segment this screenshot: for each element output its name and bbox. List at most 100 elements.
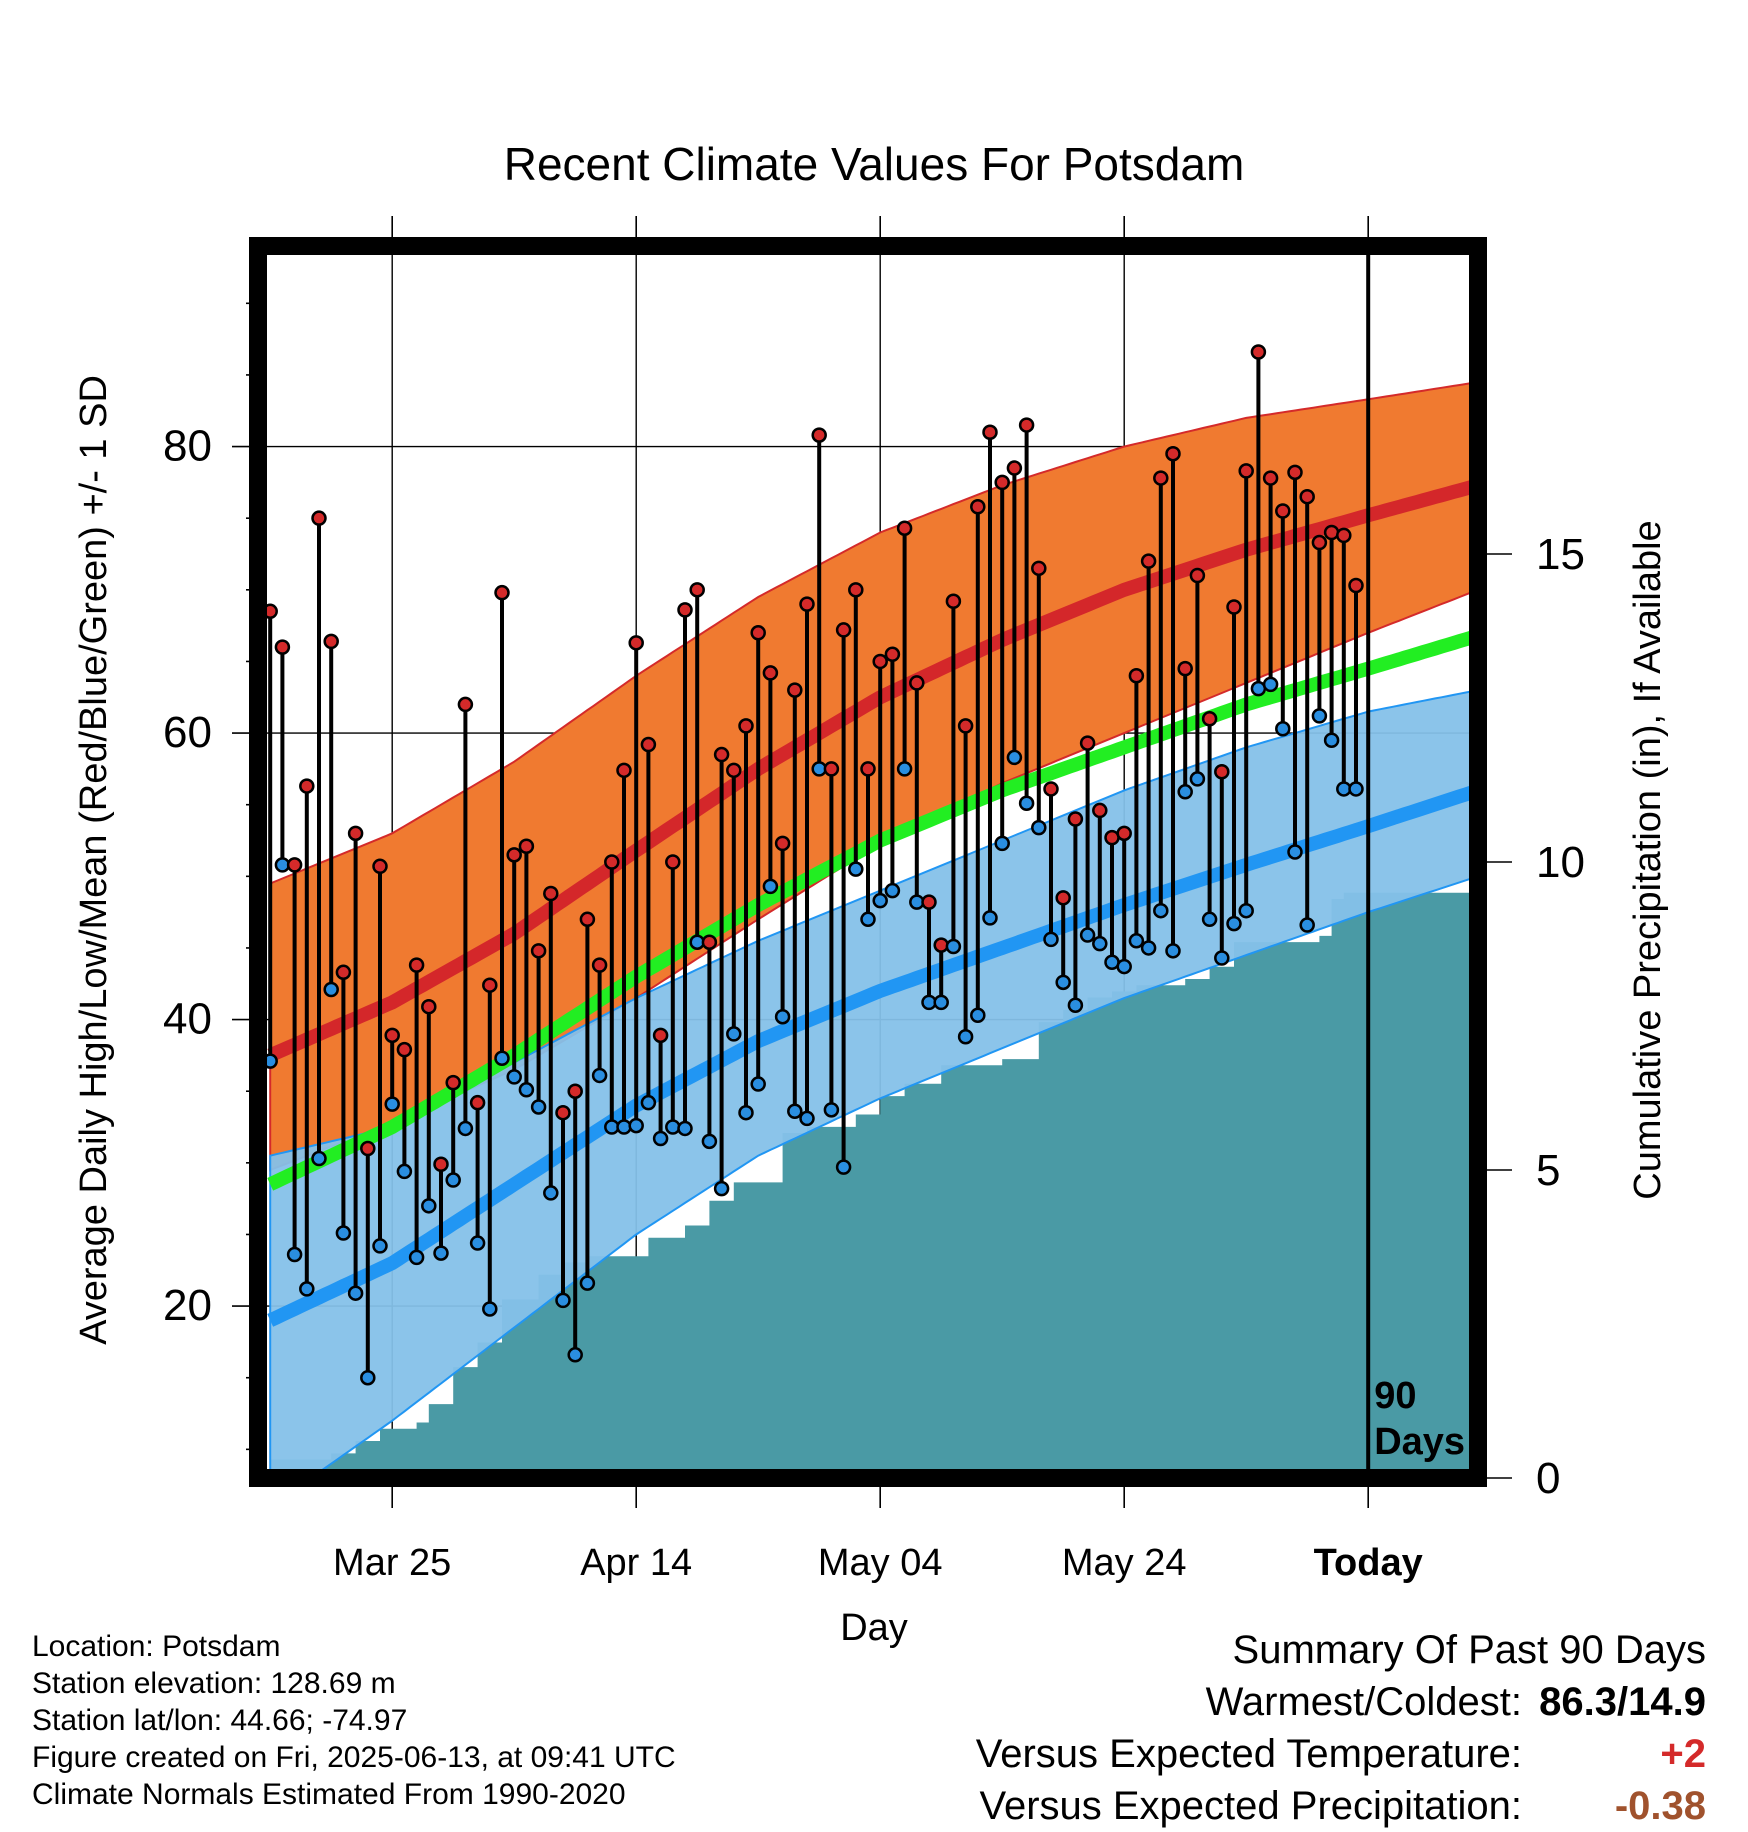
high-point: [1250, 344, 1267, 360]
today-days-label: Days: [1374, 1421, 1465, 1463]
low-point: [1079, 927, 1096, 943]
low-point: [1153, 902, 1169, 919]
high-point: [738, 718, 754, 734]
low-point: [372, 1238, 388, 1254]
low-point: [750, 1076, 766, 1092]
high-point: [1018, 417, 1035, 433]
high-point: [518, 838, 535, 854]
low-point: [738, 1104, 754, 1121]
high-point: [1287, 464, 1303, 481]
high-point: [909, 675, 925, 691]
low-point: [1006, 749, 1023, 766]
low-point: [787, 1103, 803, 1120]
low-point: [701, 1133, 718, 1150]
low-point: [360, 1369, 376, 1386]
summary-heading: Summary Of Past 90 Days: [1232, 1628, 1706, 1672]
high-point: [933, 937, 949, 953]
high-point: [726, 762, 742, 779]
low-point: [543, 1185, 559, 1201]
normals-text: Climate Normals Estimated From 1990-2020: [32, 1778, 626, 1811]
normal-low-line: [267, 783, 1478, 1327]
high-point: [1336, 527, 1352, 544]
high-point: [1128, 668, 1145, 684]
summary-panel: Summary Of Past 90 Days Warmest/Coldest:…: [976, 1624, 1706, 1832]
today-days-label: 90: [1374, 1375, 1416, 1417]
high-point: [396, 1041, 413, 1058]
latlon-text: Station lat/lon: 44.66; -74.97: [32, 1704, 408, 1737]
low-point: [982, 910, 998, 926]
created-text: Figure created on Fri, 2025-06-13, at 09…: [32, 1741, 676, 1774]
low-point: [970, 1007, 986, 1024]
high-point: [1006, 460, 1023, 476]
high-point: [945, 593, 962, 610]
low-point: [469, 1235, 486, 1251]
low-point: [957, 1029, 974, 1045]
y-tick-label: 60: [163, 708, 212, 757]
x-axis-label: Day: [840, 1607, 908, 1649]
x-tick-label: Apr 14: [580, 1542, 692, 1584]
normal-mean-line: [267, 628, 1478, 1191]
low-point: [628, 1117, 644, 1134]
low-point: [1189, 771, 1206, 787]
precipitation-departure-value: -0.38: [1614, 1784, 1706, 1828]
low-point: [579, 1275, 596, 1291]
high-point: [286, 857, 303, 873]
low-point: [408, 1249, 425, 1266]
high-point: [884, 646, 901, 663]
high-point: [482, 977, 498, 993]
low-point: [1299, 917, 1315, 933]
high-point: [1189, 567, 1206, 584]
temperature-departure-value: +2: [1660, 1732, 1706, 1776]
low-point: [1140, 940, 1157, 956]
low-point: [665, 1119, 681, 1135]
high-point: [628, 635, 644, 651]
high-point: [970, 498, 986, 515]
y2-axis-label: Cumulative Precipitation (in), If Availa…: [1627, 520, 1669, 1199]
low-point: [1128, 933, 1145, 949]
high-point: [689, 582, 705, 598]
low-point: [286, 1246, 303, 1263]
high-point: [311, 510, 327, 526]
low-point: [1067, 997, 1084, 1014]
low-point: [848, 861, 864, 877]
high-point: [1323, 524, 1340, 541]
high-point: [616, 762, 632, 779]
high-point: [1043, 781, 1059, 797]
high-point: [1079, 735, 1096, 751]
y-tick-label: 40: [163, 995, 212, 1044]
high-point: [579, 911, 596, 928]
high-point: [896, 520, 913, 536]
x-tick-label: May 24: [1062, 1542, 1187, 1584]
high-point: [335, 964, 352, 981]
high-point: [372, 858, 388, 875]
low-point: [896, 761, 913, 777]
y-axis-label: Average Daily High/Low/Mean (Red/Blue/Gr…: [73, 375, 115, 1345]
temperature-departure-label: Versus Expected Temperature:: [975, 1732, 1522, 1776]
high-point: [665, 854, 681, 870]
high-point: [1031, 560, 1047, 577]
high-point: [530, 943, 547, 959]
x-tick-label: Today: [1314, 1542, 1423, 1584]
high-point: [1311, 534, 1328, 551]
low-point: [774, 1008, 791, 1025]
normal-high-line: [267, 478, 1478, 1062]
low-point: [823, 1102, 840, 1118]
x-tick-label: Mar 25: [333, 1542, 451, 1584]
high-point: [494, 584, 510, 601]
station-info: Location: Potsdam Station elevation: 128…: [32, 1628, 676, 1813]
high-point: [1153, 470, 1169, 486]
location-text: Location: Potsdam: [32, 1630, 281, 1663]
low-point: [945, 938, 962, 955]
high-point: [604, 854, 620, 870]
low-point: [323, 981, 339, 998]
high-point: [506, 847, 522, 863]
high-point: [555, 1104, 571, 1121]
y2-tick-label: 0: [1536, 1454, 1560, 1503]
high-point: [787, 682, 803, 698]
low-point: [762, 878, 779, 895]
high-point: [701, 934, 718, 950]
low-point: [652, 1130, 669, 1147]
low-point: [994, 835, 1010, 852]
